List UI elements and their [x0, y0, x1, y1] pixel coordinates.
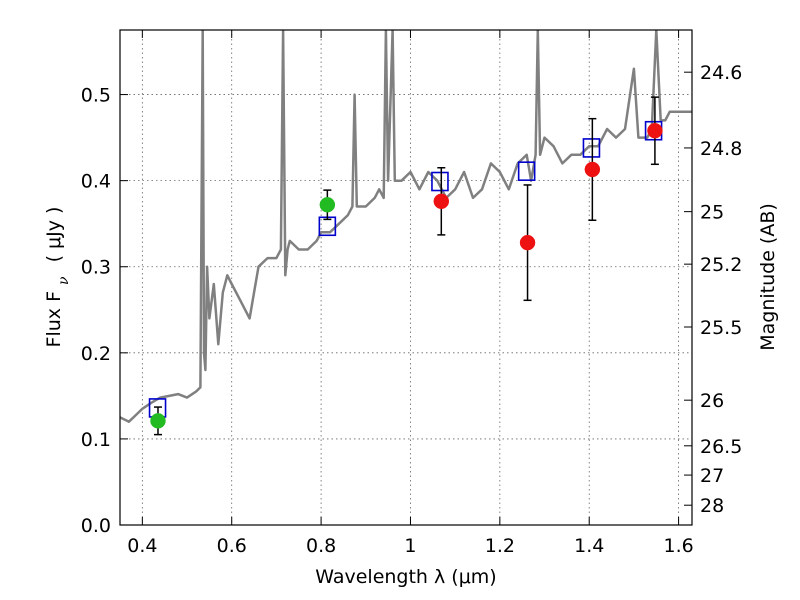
grid-lines	[120, 30, 692, 526]
y2-tick-label: 27	[700, 465, 724, 487]
y-tick-label: 0.4	[81, 171, 111, 193]
x-tick-label: 1	[404, 535, 416, 557]
y2-tick-label: 26	[700, 390, 724, 412]
x-tick-label: 1.2	[485, 535, 515, 557]
y-tick-label: 0.3	[81, 257, 111, 279]
y-tick-label: 0.5	[81, 85, 111, 107]
axis-ticks: 0.4 0.6 0.8 1 1.2 1.4 1.6 0.0 0.1 0.2 0.3 0.4 0.5 24.…	[81, 30, 742, 557]
observed-data-point	[584, 161, 601, 178]
y2-tick-label: 24.8	[700, 138, 742, 160]
y-axis-title-units: ( μJy )	[43, 207, 65, 263]
observed-data-point	[647, 122, 663, 139]
x-axis-title: Wavelength λ (μm)	[315, 566, 496, 588]
observed-data-point	[319, 197, 336, 213]
observed-data-point	[150, 413, 166, 429]
y-axis-title: Flux F ν ( μJy )	[43, 207, 72, 348]
x-tick-label: 0.4	[127, 535, 157, 557]
model-photometry-square	[582, 138, 601, 158]
y-tick-label: 0.2	[81, 343, 111, 365]
x-tick-label: 0.8	[306, 535, 336, 557]
y2-tick-label: 24.6	[700, 62, 742, 84]
svg-text:Flux F ν ( μJy ): Flux F ν ( μJy )	[43, 207, 72, 348]
plot-frame	[119, 29, 693, 526]
model-photometry-square	[517, 161, 536, 181]
x-tick-label: 1.4	[574, 535, 604, 557]
x-tick-label: 0.6	[217, 535, 247, 557]
observed-data-point	[433, 193, 450, 210]
plot-series	[120, 30, 692, 436]
y2-tick-label: 25	[700, 202, 724, 224]
y2-tick-label: 26.5	[700, 436, 742, 458]
y2-tick-label: 25.2	[700, 254, 742, 276]
y2-tick-label: 25.5	[700, 317, 742, 339]
y2-tick-label: 28	[700, 495, 724, 517]
y-tick-label: 0.1	[81, 429, 111, 451]
model-photometry-square	[431, 171, 449, 192]
y-axis-title-subscript: ν	[56, 276, 72, 285]
x-tick-label: 1.6	[663, 535, 693, 557]
y-axis-title-text: Flux F	[43, 291, 65, 347]
sed-model-line	[120, 30, 692, 423]
y2-axis-title: Magnitude (AB)	[757, 203, 779, 351]
observed-data-point	[519, 234, 536, 251]
y-tick-label: 0.0	[81, 515, 111, 537]
